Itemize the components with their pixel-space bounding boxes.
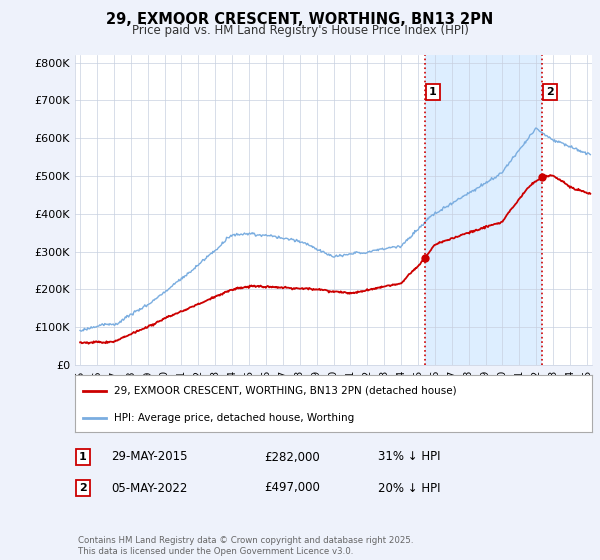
Text: 29-MAY-2015: 29-MAY-2015 bbox=[111, 450, 187, 464]
Text: £282,000: £282,000 bbox=[264, 450, 320, 464]
Text: 29, EXMOOR CRESCENT, WORTHING, BN13 2PN (detached house): 29, EXMOOR CRESCENT, WORTHING, BN13 2PN … bbox=[114, 386, 457, 396]
Text: HPI: Average price, detached house, Worthing: HPI: Average price, detached house, Wort… bbox=[114, 413, 354, 423]
Text: 2: 2 bbox=[79, 483, 86, 493]
Text: Contains HM Land Registry data © Crown copyright and database right 2025.
This d: Contains HM Land Registry data © Crown c… bbox=[78, 536, 413, 556]
Bar bbox=[425, 55, 542, 365]
Text: 20% ↓ HPI: 20% ↓ HPI bbox=[378, 482, 440, 494]
Text: £497,000: £497,000 bbox=[264, 482, 320, 494]
Text: 05-MAY-2022: 05-MAY-2022 bbox=[111, 482, 187, 494]
Text: 1: 1 bbox=[429, 87, 437, 97]
Text: Price paid vs. HM Land Registry's House Price Index (HPI): Price paid vs. HM Land Registry's House … bbox=[131, 24, 469, 36]
Text: 29, EXMOOR CRESCENT, WORTHING, BN13 2PN: 29, EXMOOR CRESCENT, WORTHING, BN13 2PN bbox=[106, 12, 494, 27]
Text: 1: 1 bbox=[79, 452, 86, 462]
Text: 31% ↓ HPI: 31% ↓ HPI bbox=[378, 450, 440, 464]
Text: 2: 2 bbox=[546, 87, 554, 97]
